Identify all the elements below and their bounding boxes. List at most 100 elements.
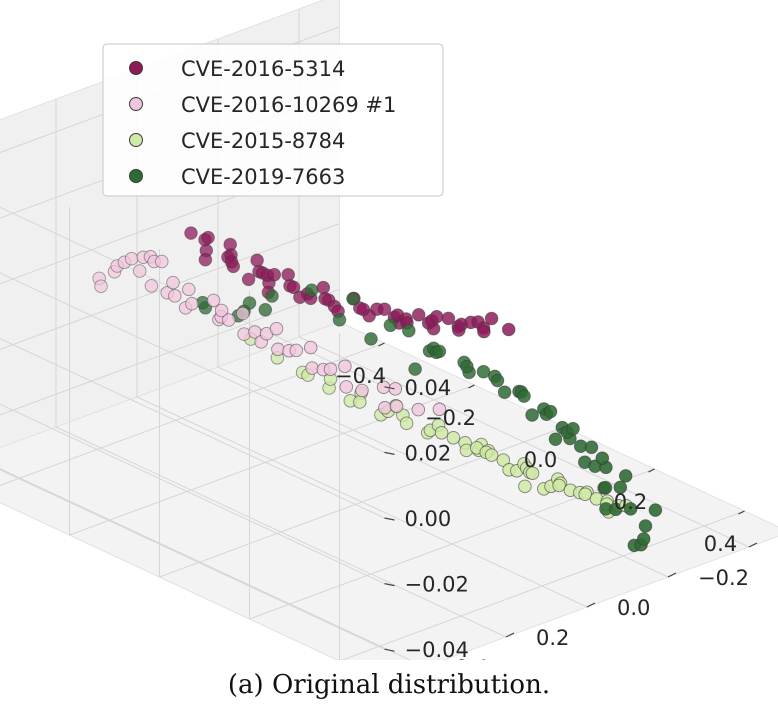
grid-line-z bbox=[0, 288, 340, 416]
grid-line-y bbox=[55, 426, 507, 638]
data-point-series-3 bbox=[399, 416, 414, 430]
x-tick-label: −0.4 bbox=[335, 364, 386, 388]
data-point-series-1 bbox=[184, 226, 198, 240]
grid-line-z bbox=[0, 338, 385, 519]
data-point-series-1 bbox=[281, 267, 295, 282]
data-point-series-3 bbox=[578, 487, 592, 501]
z-tick-label: 0.00 bbox=[405, 507, 452, 531]
y-tick-label: 0.4 bbox=[455, 656, 488, 660]
data-point-series-4 bbox=[383, 318, 398, 333]
legend-marker-4 bbox=[129, 169, 143, 183]
data-point-series-2 bbox=[411, 402, 426, 417]
data-point-series-4 bbox=[497, 385, 512, 399]
tick-mark bbox=[384, 648, 395, 652]
scatter-3d-figure: −0.4−0.20.00.20.4−0.4−0.20.00.20.4−0.04−… bbox=[0, 0, 778, 660]
data-point-series-2 bbox=[389, 399, 404, 414]
data-point-series-2 bbox=[388, 382, 403, 396]
data-point-series-3 bbox=[446, 431, 461, 445]
data-point-series-2 bbox=[269, 321, 284, 336]
data-point-series-3 bbox=[434, 426, 449, 440]
data-point-series-1 bbox=[241, 272, 256, 287]
z-tick-label: −0.02 bbox=[405, 573, 469, 597]
legend: CVE-2016-5314 CVE-2016-10269 #1 CVE-2015-8… bbox=[102, 43, 444, 197]
tick-marks bbox=[378, 342, 758, 652]
data-point-series-3 bbox=[484, 448, 499, 462]
grid-line-z bbox=[0, 272, 385, 453]
data-point-series-2 bbox=[338, 359, 352, 374]
data-point-series-1 bbox=[267, 267, 282, 282]
data-point-series-2 bbox=[124, 251, 139, 266]
data-point-series-2 bbox=[166, 275, 180, 290]
data-point-series-4 bbox=[525, 408, 539, 422]
data-point-series-4 bbox=[265, 289, 279, 303]
tick-mark bbox=[384, 386, 395, 390]
data-point-series-4 bbox=[548, 432, 563, 446]
tick-mark bbox=[384, 517, 395, 521]
data-point-series-2 bbox=[155, 254, 169, 269]
data-point-series-2 bbox=[323, 362, 338, 376]
z-tick-label: 0.04 bbox=[405, 376, 452, 400]
data-point-series-4 bbox=[623, 502, 638, 516]
grid-line-x bbox=[340, 510, 745, 660]
data-point-series-2 bbox=[432, 402, 447, 417]
tick-mark bbox=[505, 632, 515, 638]
grid-line-y bbox=[0, 468, 412, 660]
data-point-series-1 bbox=[441, 311, 456, 326]
data-point-series-4 bbox=[364, 332, 378, 346]
legend-items: CVE-2016-5314 CVE-2016-10269 #1 CVE-2015-8… bbox=[129, 57, 396, 189]
x-tick-label: 0.2 bbox=[614, 490, 647, 514]
data-point-series-1 bbox=[198, 252, 213, 267]
data-point-series-4 bbox=[543, 404, 558, 419]
data-point-series-4 bbox=[476, 364, 491, 379]
tick-mark bbox=[378, 342, 385, 347]
legend-label-4: CVE-2019-7663 bbox=[181, 165, 345, 189]
x-tick-label: 0.0 bbox=[524, 448, 557, 472]
data-point-series-4 bbox=[242, 296, 257, 310]
tick-mark bbox=[558, 426, 565, 431]
data-point-series-4 bbox=[584, 440, 599, 455]
grid-line-y bbox=[136, 396, 588, 608]
data-point-series-2 bbox=[271, 342, 285, 357]
data-point-series-4 bbox=[304, 283, 319, 297]
data-point-series-1 bbox=[201, 230, 215, 245]
tick-mark bbox=[384, 583, 395, 587]
data-point-series-4 bbox=[636, 532, 651, 546]
data-point-series-4 bbox=[638, 519, 653, 533]
grid-line-z bbox=[0, 223, 340, 350]
tick-mark bbox=[748, 542, 758, 548]
data-point-series-4 bbox=[402, 323, 416, 338]
legend-label-2: CVE-2016-10269 #1 bbox=[181, 93, 396, 117]
data-point-series-1 bbox=[377, 302, 392, 316]
data-point-series-1 bbox=[484, 311, 499, 326]
data-point-series-4 bbox=[332, 313, 347, 327]
data-point-series-2 bbox=[305, 361, 319, 375]
data-point-series-2 bbox=[236, 306, 250, 321]
data-point-series-4 bbox=[648, 503, 663, 517]
data-point-series-4 bbox=[346, 292, 360, 306]
data-point-series-1 bbox=[477, 324, 491, 339]
data-point-series-2 bbox=[182, 282, 196, 297]
legend-label-3: CVE-2015-8784 bbox=[181, 129, 345, 153]
legend-label-1: CVE-2016-5314 bbox=[181, 57, 345, 81]
legend-marker-3 bbox=[129, 133, 143, 147]
data-point-series-2 bbox=[222, 313, 236, 327]
tick-mark bbox=[384, 451, 395, 455]
tick-mark bbox=[648, 468, 655, 473]
data-point-series-2 bbox=[144, 279, 159, 293]
data-point-series-2 bbox=[132, 264, 147, 278]
tick-mark bbox=[468, 384, 475, 389]
data-point-series-4 bbox=[618, 469, 633, 483]
data-point-series-4 bbox=[595, 451, 610, 465]
tick-labels: −0.4−0.20.00.20.4−0.4−0.20.00.20.4−0.04−… bbox=[335, 364, 749, 660]
tick-mark bbox=[667, 572, 677, 578]
data-point-series-1 bbox=[411, 308, 426, 322]
data-point-series-2 bbox=[339, 380, 354, 394]
figure-caption: (a) Original distribution. bbox=[227, 670, 551, 700]
data-point-series-4 bbox=[566, 421, 580, 436]
data-point-series-4 bbox=[408, 362, 422, 376]
data-point-series-3 bbox=[552, 478, 566, 493]
data-point-series-4 bbox=[258, 303, 273, 317]
data-point-series-3 bbox=[518, 479, 532, 494]
data-point-series-2 bbox=[94, 279, 108, 293]
legend-box bbox=[102, 43, 444, 197]
